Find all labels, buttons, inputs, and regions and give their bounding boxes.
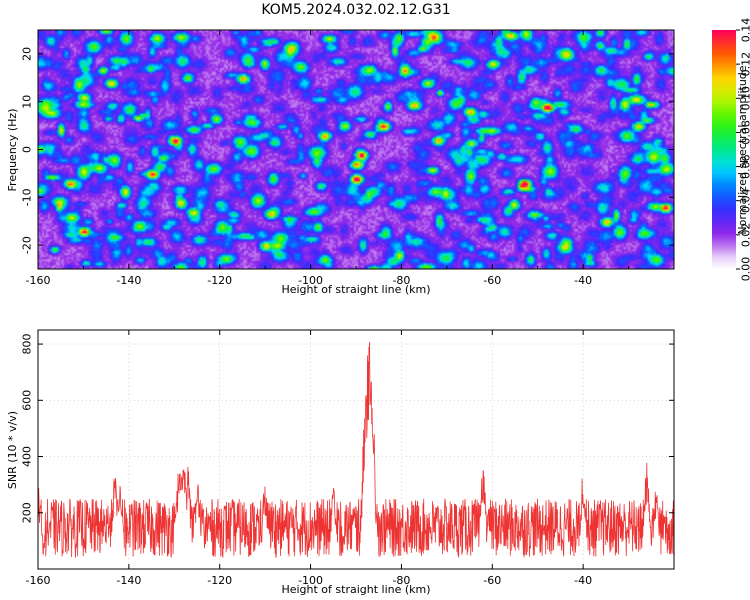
heatmap-x-label: Height of straight line (km) [281, 283, 430, 296]
y-tick-label: 0 [21, 146, 34, 153]
x-tick-label: -160 [26, 274, 51, 287]
colorbar-tick-label: 0.08 [740, 120, 750, 145]
colorbar-gradient [712, 30, 736, 269]
colorbar-tick-label: 0.12 [740, 52, 750, 77]
colorbar-tick-label: 0.14 [740, 18, 750, 43]
snr-series-line [38, 341, 674, 558]
colorbar-tick-label: 0.04 [740, 188, 750, 213]
y-tick-label: 800 [21, 334, 34, 355]
y-tick-label: 400 [21, 446, 34, 467]
x-tick-label: -100 [298, 274, 323, 287]
x-tick-label: -140 [116, 574, 141, 587]
colorbar-tick-label: 0.06 [740, 154, 750, 179]
x-tick-label: -100 [298, 574, 323, 587]
x-tick-label: -140 [116, 274, 141, 287]
colorbar-ticks: 0.00 0.02 0.04 0.06 0.08 0.10 0.12 0.14 [736, 18, 750, 282]
colorbar-tick-label: 0.02 [740, 223, 750, 248]
heatmap-image [38, 30, 674, 269]
y-tick-label: -20 [21, 236, 34, 254]
y-tick-label: -10 [21, 188, 34, 206]
x-tick-label: -60 [483, 274, 501, 287]
figure-title: KOM5.2024.032.02.12.G31 [261, 2, 450, 18]
snr-frame [37, 329, 675, 570]
y-tick-label: 20 [21, 47, 34, 61]
x-tick-label: -80 [392, 574, 410, 587]
heatmap-y-ticks: -20 -10 0 10 20 [21, 47, 674, 254]
y-tick-label: 200 [21, 502, 34, 523]
x-tick-label: -120 [207, 274, 232, 287]
snr-x-label: Height of straight line (km) [281, 583, 430, 596]
snr-y-ticks: 200 400 600 800 [21, 334, 674, 523]
snr-x-ticks: -160 -140 -120 -100 -80 -60 -40 [26, 330, 592, 587]
snr-panel: -160 -140 -120 -100 -80 -60 -40 200 400 600 800 H… [6, 329, 675, 596]
x-tick-label: -160 [26, 574, 51, 587]
y-tick-label: 600 [21, 390, 34, 411]
colorbar-tick-label: 0.00 [740, 257, 750, 282]
heatmap-x-ticks: -160 -140 -120 -100 -80 -60 -40 [26, 30, 675, 287]
snr-y-label: SNR (10 * v/v) [6, 411, 19, 489]
x-tick-label: -60 [483, 574, 501, 587]
x-tick-label: -40 [574, 274, 592, 287]
colorbar-tick-label: 0.10 [740, 86, 750, 111]
heatmap-y-label: Frequency (Hz) [6, 109, 19, 192]
x-tick-label: -40 [574, 574, 592, 587]
x-tick-label: -80 [392, 274, 410, 287]
colorbar-label: Normalized spectral amplitude [736, 65, 749, 234]
x-tick-label: -120 [207, 574, 232, 587]
colorbar: 0.00 0.02 0.04 0.06 0.08 0.10 0.12 0.14 Normali… [712, 18, 750, 282]
y-tick-label: 10 [21, 95, 34, 109]
